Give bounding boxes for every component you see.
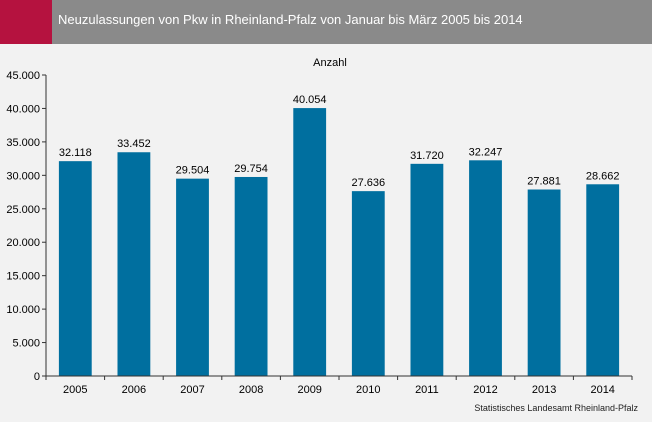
bar-value-label: 27.881 [527,176,561,188]
y-tick-label: 5.000 [12,338,40,350]
bar-2011 [410,163,444,376]
bar-2008 [234,176,268,376]
chart-title: Neuzulassungen von Pkw in Rheinland-Pfal… [58,12,523,27]
bar-2013 [527,189,561,376]
bar-value-label: 29.754 [234,163,268,175]
y-tick-label: 30.000 [6,170,40,182]
bar-value-label: 40.054 [293,94,327,106]
y-tick-label: 40.000 [6,103,40,115]
bar-2009 [293,108,327,376]
x-tick-label: 2010 [356,384,380,396]
bar-value-label: 31.720 [410,150,444,162]
bar-value-label: 33.452 [117,138,151,150]
bar-value-label: 27.636 [351,177,385,189]
x-tick-label: 2009 [297,384,321,396]
bar-2005 [58,161,92,376]
x-tick-label: 2007 [180,384,204,396]
bar-2010 [351,191,385,376]
bar-2006 [117,152,151,376]
accent-block [0,0,52,44]
y-tick-label: 45.000 [6,70,40,82]
x-tick-label: 2014 [590,384,614,396]
y-tick-label: 35.000 [6,137,40,149]
bar-value-label: 32.247 [469,146,503,158]
y-tick-label: 25.000 [6,204,40,216]
bar-value-label: 32.118 [59,147,92,159]
source-note: Statistisches Landesamt Rheinland-Pfalz [474,403,638,413]
y-tick-label: 15.000 [6,271,40,283]
x-tick-label: 2012 [473,384,497,396]
bar-chart: Anzahl 0 5.000 10.000 15.000 20.000 25.000 30.… [6,57,633,396]
y-tick-label: 10.000 [6,304,40,316]
y-tick-label: 0 [34,371,40,383]
x-tick-label: 2008 [239,384,263,396]
x-tick-label: 2013 [532,384,556,396]
chart-subtitle: Anzahl [313,57,347,69]
bar-2014 [586,184,620,376]
x-tick-label: 2006 [122,384,146,396]
bar-2012 [469,160,502,376]
chart-header: Neuzulassungen von Pkw in Rheinland-Pfal… [0,0,652,44]
bar-value-label: 29.504 [176,165,210,177]
bar-value-label: 28.662 [586,170,620,182]
y-tick-label: 20.000 [6,237,40,249]
x-tick-label: 2011 [415,384,439,396]
bar-2007 [176,178,209,376]
x-tick-label: 2005 [63,384,87,396]
